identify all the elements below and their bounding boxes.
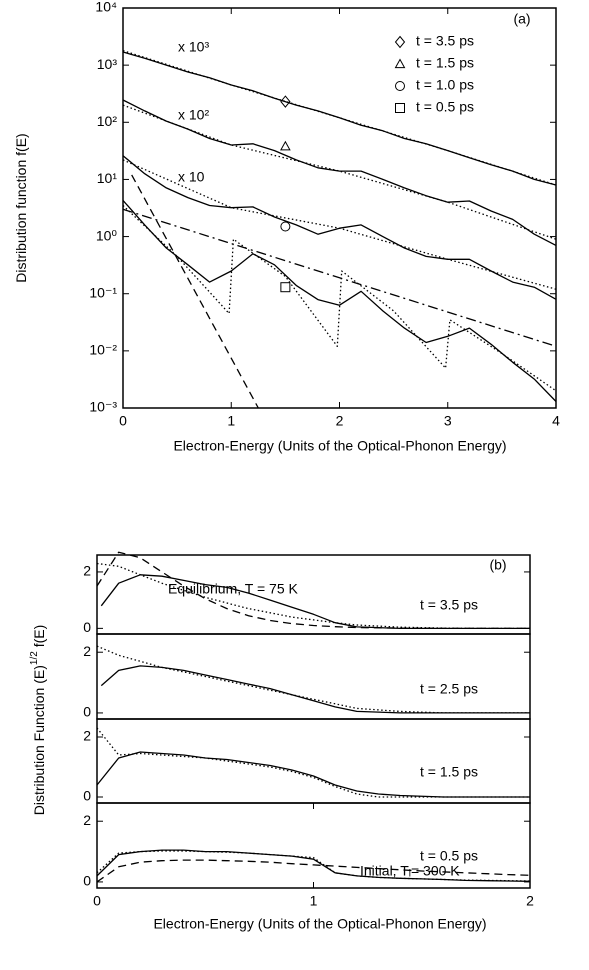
curve (131, 174, 259, 409)
x-tick-label: 2 (336, 413, 344, 429)
y-tick-label: 10⁴ (95, 0, 117, 15)
curve (96, 645, 530, 714)
data-marker (280, 282, 291, 293)
plot-frame (96, 633, 531, 720)
curve (122, 208, 557, 347)
y-tick-label: 10⁻¹ (89, 284, 117, 300)
x-axis-label: Electron-Energy (Units of the Optical-Ph… (173, 438, 506, 454)
panel-time-label: t = 2.5 ps (420, 681, 478, 697)
y-axis-label: Distribution Function (E)1/2 f(E) (29, 625, 47, 816)
panel-time-label: t = 0.5 ps (420, 848, 478, 864)
y-tick-label: 10⁻³ (89, 399, 117, 415)
y-tick-label: 0 (83, 788, 91, 804)
annotation: x 10³ (178, 39, 209, 55)
data-marker (280, 221, 291, 232)
legend-label: t = 3.5 ps (416, 33, 474, 49)
y-axis-label-part: 1/2 (29, 651, 40, 665)
curve (96, 751, 530, 798)
plot-frame (122, 7, 557, 409)
y-tick-label: 10³ (97, 56, 118, 72)
plot-frame (96, 718, 531, 804)
y-tick-label: 2 (83, 563, 91, 579)
y-axis-label-part: f(E) (31, 625, 47, 651)
annotation: x 10 (178, 169, 205, 185)
curve (96, 727, 530, 798)
x-tick-label: 1 (310, 893, 318, 909)
x-axis-label: Electron-Energy (Units of the Optical-Ph… (153, 916, 486, 932)
plot-frame (96, 554, 531, 635)
y-tick-label: 10² (97, 113, 118, 129)
plot-frame (96, 802, 531, 889)
curve (122, 205, 557, 392)
curve (96, 850, 531, 882)
curve (122, 199, 557, 402)
legend-symbol (395, 81, 405, 91)
legend-label: t = 1.5 ps (416, 55, 474, 71)
curve (96, 859, 531, 883)
x-tick-label: 3 (444, 413, 452, 429)
y-tick-label: 10⁻² (89, 342, 117, 358)
y-tick-label: 2 (83, 812, 91, 828)
y-tick-label: 2 (83, 728, 91, 744)
y-axis-label-part: Distribution Function (E) (31, 665, 47, 815)
panel-time-label: t = 1.5 ps (420, 764, 478, 780)
curve (122, 104, 557, 240)
legend-symbol (394, 58, 406, 69)
x-tick-label: 2 (526, 893, 534, 909)
x-tick-label: 4 (552, 413, 560, 429)
y-tick-label: 10¹ (97, 170, 118, 186)
panel-label: (b) (489, 557, 506, 573)
panel-label: (a) (513, 11, 530, 27)
x-tick-label: 1 (227, 413, 235, 429)
annotation: x 10² (178, 107, 209, 123)
legend-label: t = 0.5 ps (416, 99, 474, 115)
data-marker (280, 95, 291, 108)
curve (96, 849, 531, 882)
x-tick-label: 0 (119, 413, 127, 429)
curve (122, 51, 557, 186)
curve (96, 562, 530, 630)
y-tick-label: 0 (83, 619, 91, 635)
y-tick-label: 2 (83, 643, 91, 659)
y-tick-label: 0 (83, 873, 91, 889)
curve (100, 665, 530, 714)
curve (96, 551, 530, 630)
legend-symbol (394, 35, 406, 49)
y-axis-label-part: Distribution function f(E) (13, 133, 29, 282)
legend-label: t = 1.0 ps (416, 77, 474, 93)
data-marker (280, 140, 291, 151)
curve (122, 159, 557, 290)
x-tick-label: 0 (93, 893, 101, 909)
legend-symbol (395, 103, 405, 113)
panel-time-label: t = 3.5 ps (420, 597, 478, 613)
y-axis-label: Distribution function f(E) (13, 133, 29, 282)
y-tick-label: 10⁰ (96, 227, 118, 243)
y-tick-label: 0 (83, 704, 91, 720)
